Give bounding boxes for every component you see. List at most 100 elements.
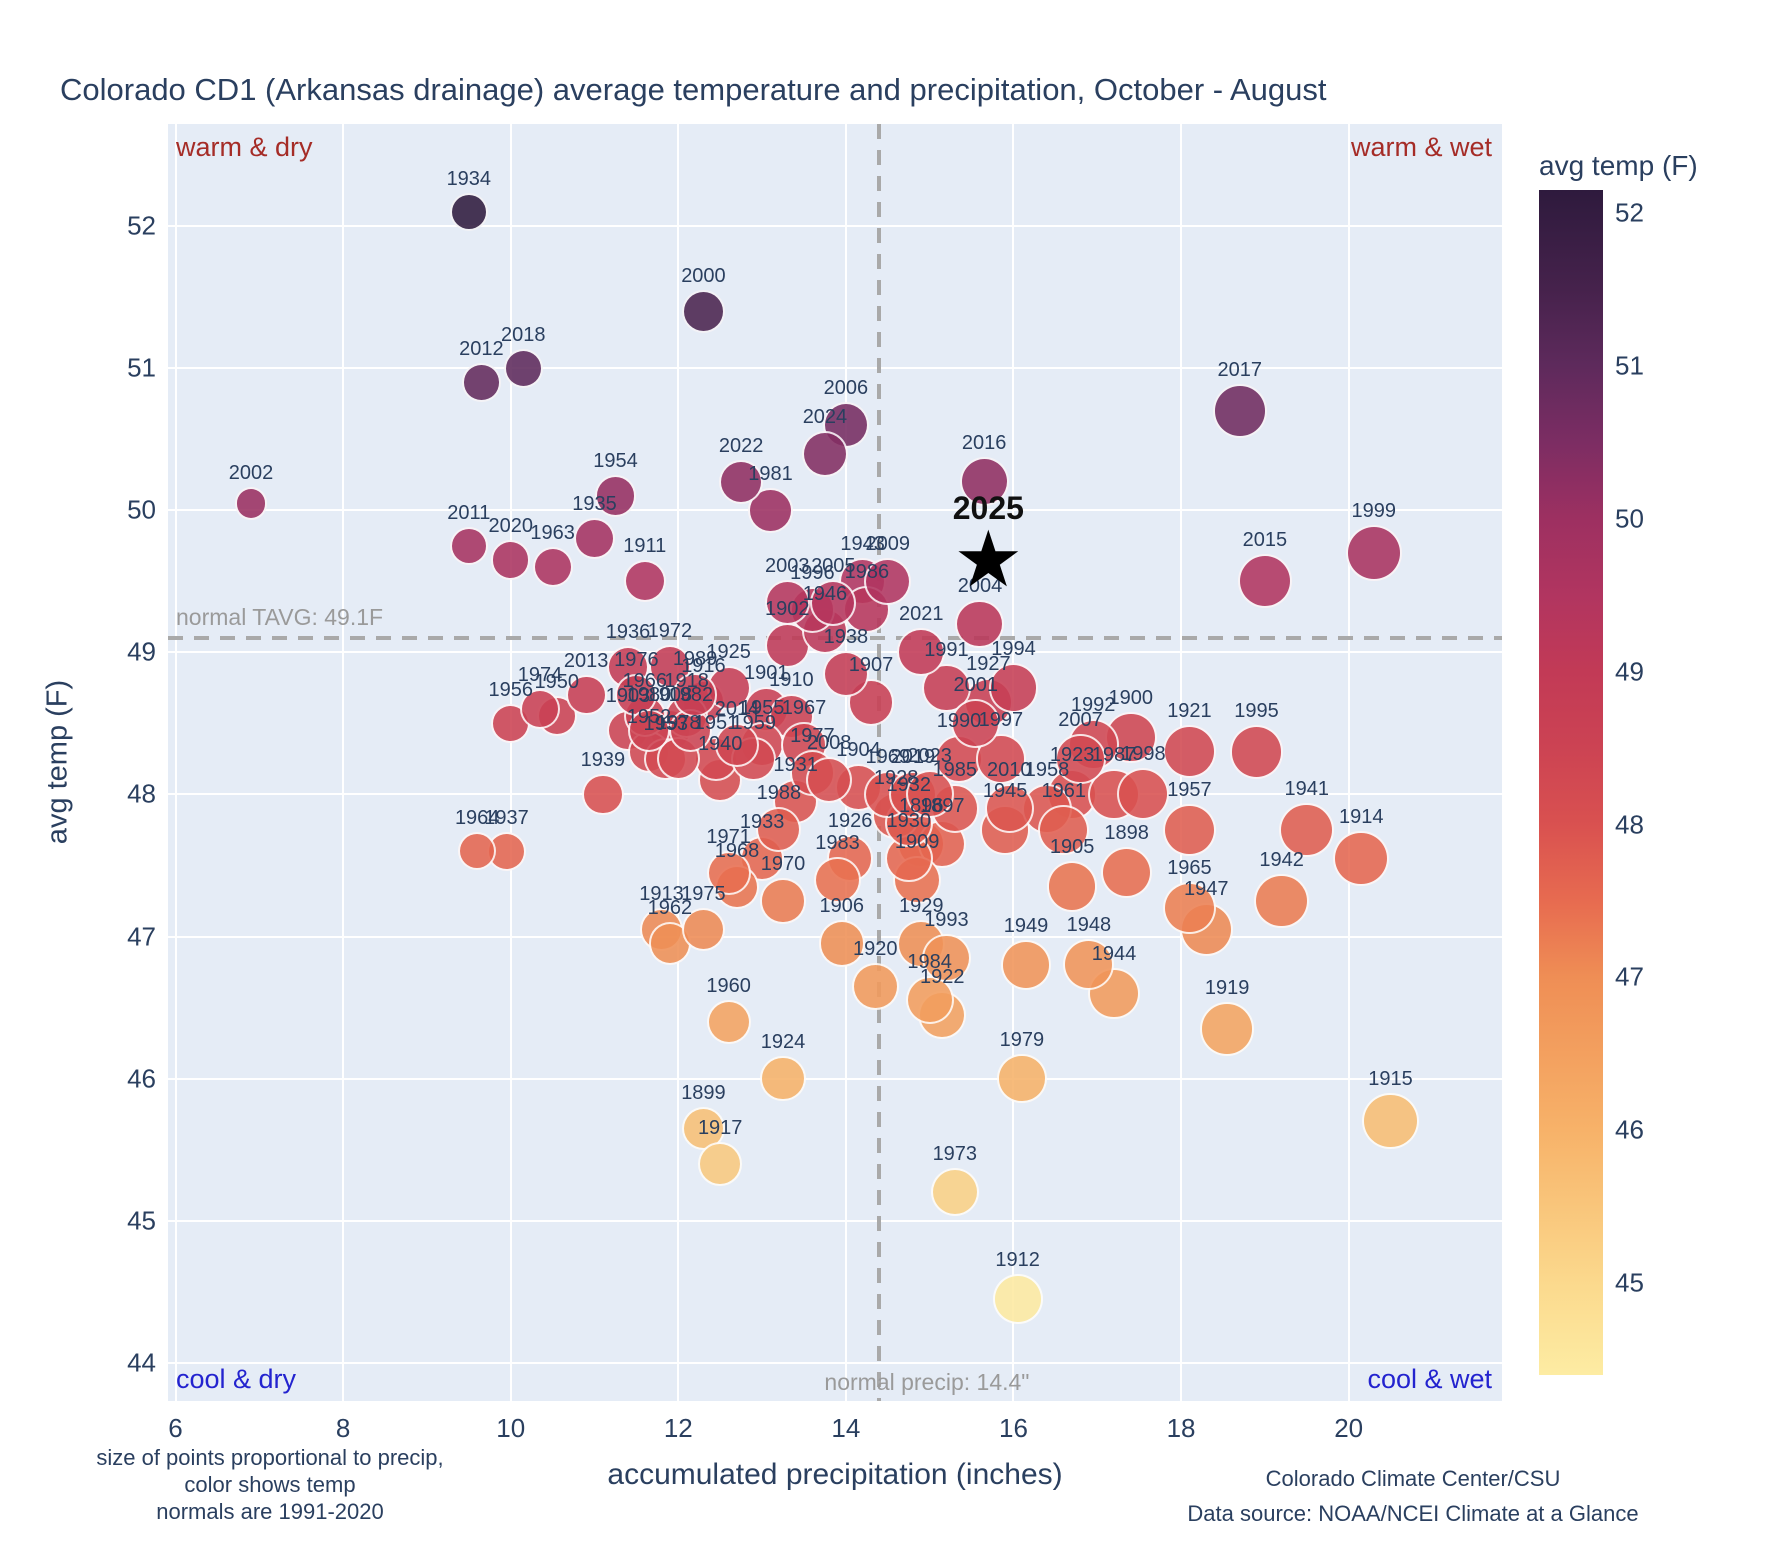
point-label-1918: 1918 bbox=[664, 669, 709, 692]
data-point-2000[interactable] bbox=[681, 289, 726, 334]
point-label-1905: 1905 bbox=[1049, 836, 1095, 859]
point-label-1928: 1928 bbox=[873, 767, 919, 790]
data-point-2004[interactable] bbox=[955, 599, 1005, 649]
data-point-1935[interactable] bbox=[573, 518, 616, 560]
data-point-1984[interactable] bbox=[905, 976, 954, 1025]
point-label-2001: 2001 bbox=[953, 673, 999, 696]
data-point-1999[interactable] bbox=[1345, 525, 1402, 581]
plot-area[interactable]: 1896 1897 1898 1899 1900 1901 1902 1903 1904 1905… bbox=[168, 124, 1502, 1401]
data-point-1961[interactable] bbox=[1038, 804, 1089, 856]
data-point-1905[interactable] bbox=[1046, 861, 1098, 913]
point-label-1921: 1921 bbox=[1167, 700, 1212, 723]
data-point-1954[interactable] bbox=[594, 475, 637, 517]
data-point-1971[interactable] bbox=[706, 850, 751, 895]
point-label-2011: 2011 bbox=[447, 501, 491, 524]
data-point-1979[interactable] bbox=[996, 1053, 1047, 1104]
data-point-1965[interactable] bbox=[1163, 881, 1216, 935]
data-point-1975[interactable] bbox=[681, 907, 726, 952]
point-label-1956: 1956 bbox=[488, 678, 533, 701]
data-point-2005[interactable] bbox=[810, 579, 857, 626]
data-point-1974[interactable] bbox=[520, 689, 560, 730]
data-point-1983[interactable] bbox=[814, 856, 861, 903]
data-point-1924[interactable] bbox=[760, 1055, 806, 1102]
data-point-1988[interactable] bbox=[756, 807, 802, 853]
point-label-1924: 1924 bbox=[760, 1030, 806, 1053]
point-label-1901: 1901 bbox=[744, 661, 789, 684]
data-point-2002[interactable] bbox=[234, 486, 268, 520]
data-point-1934[interactable] bbox=[449, 192, 488, 232]
data-point-2001[interactable] bbox=[951, 698, 1001, 748]
point-label-1934: 1934 bbox=[446, 167, 492, 190]
data-point-2007[interactable] bbox=[1055, 733, 1106, 785]
point-label-2023: 2023 bbox=[907, 745, 952, 768]
colorbar-title: avg temp (F) bbox=[1539, 150, 1698, 181]
quadrant-label-warm-dry: warm & dry bbox=[176, 132, 313, 162]
data-point-1917[interactable] bbox=[698, 1141, 743, 1186]
data-point-2018[interactable] bbox=[503, 348, 544, 389]
data-point-1989[interactable] bbox=[673, 673, 717, 717]
point-label-1943: 1943 bbox=[840, 533, 885, 556]
data-point-2009[interactable] bbox=[864, 557, 912, 605]
data-point-1921[interactable] bbox=[1163, 725, 1216, 779]
data-point-2023[interactable] bbox=[905, 770, 954, 819]
point-label-1930: 1930 bbox=[886, 809, 931, 832]
data-point-1949[interactable] bbox=[1001, 940, 1051, 990]
data-point-2024[interactable] bbox=[801, 430, 848, 477]
point-label-1967: 1967 bbox=[781, 696, 827, 719]
data-point-2011[interactable] bbox=[449, 526, 488, 565]
data-point-1995[interactable] bbox=[1229, 724, 1284, 779]
data-point-2016[interactable] bbox=[959, 457, 1009, 507]
data-point-1993[interactable] bbox=[922, 933, 971, 982]
data-point-1938[interactable] bbox=[822, 650, 870, 697]
data-point-2015[interactable] bbox=[1237, 554, 1292, 609]
data-point-1960[interactable] bbox=[706, 999, 751, 1044]
data-point-2014[interactable] bbox=[714, 722, 760, 767]
point-label-1994: 1994 bbox=[991, 638, 1036, 661]
point-label-2015: 2015 bbox=[1242, 529, 1288, 552]
data-point-2012[interactable] bbox=[462, 363, 501, 402]
point-label-2022: 2022 bbox=[718, 434, 764, 457]
point-label-1955: 1955 bbox=[739, 697, 785, 720]
data-point-1963[interactable] bbox=[532, 547, 573, 588]
point-label-2006: 2006 bbox=[823, 376, 869, 399]
data-point-1915[interactable] bbox=[1362, 1093, 1419, 1150]
data-point-1911[interactable] bbox=[623, 560, 666, 603]
y-tick-label: 44 bbox=[127, 1347, 156, 1378]
colorbar bbox=[1539, 190, 1603, 1375]
data-point-1994[interactable] bbox=[988, 663, 1039, 713]
y-gridline bbox=[168, 509, 1502, 512]
data-point-1973[interactable] bbox=[930, 1167, 980, 1217]
data-point-1970[interactable] bbox=[760, 878, 806, 924]
data-point-2022[interactable] bbox=[719, 459, 764, 505]
data-point-1998[interactable] bbox=[1117, 768, 1170, 821]
data-point-1939[interactable] bbox=[582, 773, 624, 816]
data-point-1920[interactable] bbox=[851, 962, 899, 1010]
data-point-2010[interactable] bbox=[984, 783, 1035, 834]
point-label-1986: 1986 bbox=[844, 561, 890, 584]
normal-tavg-annotation: normal TAVG: 49.1F bbox=[176, 604, 384, 631]
point-label-1976: 1976 bbox=[614, 649, 659, 671]
data-point-1948[interactable] bbox=[1063, 939, 1115, 991]
data-point-1914[interactable] bbox=[1333, 830, 1390, 887]
data-point-2013[interactable] bbox=[565, 674, 607, 716]
normal-precip-annotation: normal precip: 14.4" bbox=[824, 1369, 1030, 1395]
data-point-2021[interactable] bbox=[897, 628, 946, 677]
data-point-1906[interactable] bbox=[818, 920, 865, 967]
normal-precip-line bbox=[877, 124, 882, 1401]
data-point-2017[interactable] bbox=[1212, 384, 1267, 438]
data-point-2020[interactable] bbox=[491, 540, 531, 580]
data-point-1942[interactable] bbox=[1254, 873, 1309, 929]
data-point-1919[interactable] bbox=[1200, 1002, 1254, 1056]
data-point-1957[interactable] bbox=[1163, 803, 1216, 857]
point-label-1988: 1988 bbox=[756, 782, 802, 805]
point-label-2021: 2021 bbox=[899, 603, 944, 626]
data-point-1964[interactable] bbox=[457, 832, 497, 871]
data-point-1912[interactable] bbox=[992, 1273, 1043, 1324]
x-tick-label: 12 bbox=[663, 1413, 693, 1443]
data-point-1898[interactable] bbox=[1100, 846, 1153, 899]
data-point-1941[interactable] bbox=[1279, 802, 1335, 858]
data-point-2008[interactable] bbox=[806, 757, 853, 804]
data-point-1980[interactable] bbox=[627, 709, 671, 752]
point-label-1987: 1987 bbox=[1091, 743, 1137, 766]
data-point-2003[interactable] bbox=[764, 580, 810, 626]
